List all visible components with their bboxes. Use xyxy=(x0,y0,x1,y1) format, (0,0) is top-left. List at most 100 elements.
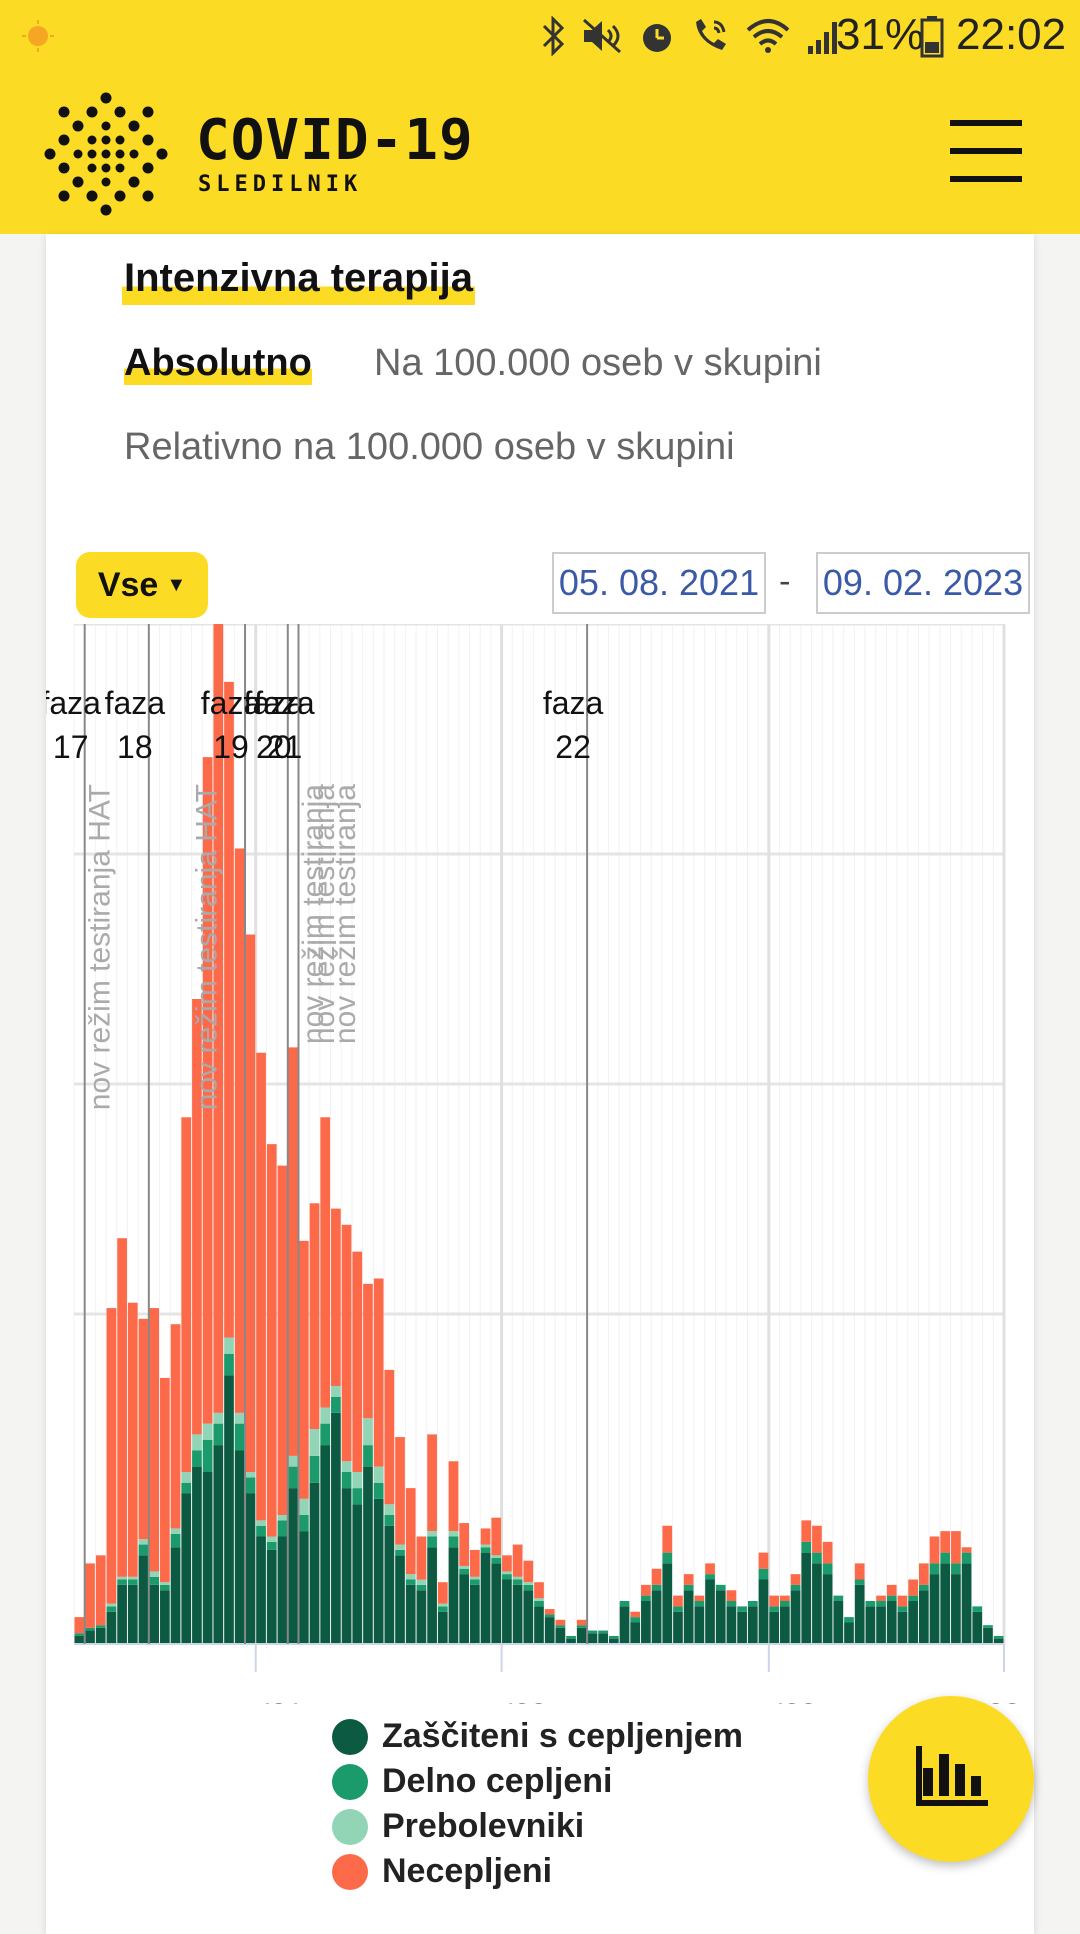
chart-bar-segment xyxy=(737,1606,747,1612)
option-absolute[interactable]: Absolutno xyxy=(124,342,312,385)
chart-bar-segment xyxy=(117,1584,127,1644)
chart-bar-segment xyxy=(769,1611,780,1644)
chart-bar-segment xyxy=(127,1584,138,1644)
chart-bar-segment xyxy=(266,1549,277,1644)
chart-bar-segment xyxy=(459,1568,470,1575)
chart-bar-segment xyxy=(790,1574,801,1585)
chart-bar-segment xyxy=(641,1584,651,1596)
annotation-label: nov režim testiranja HAT xyxy=(83,784,116,1110)
chart-bar-segment xyxy=(683,1590,694,1644)
legend-item[interactable]: Necepljeni xyxy=(332,1849,743,1894)
chart-bar-segment xyxy=(801,1552,812,1644)
legend-item[interactable]: Zaščiteni s cepljenjem xyxy=(332,1714,743,1759)
signal-icon xyxy=(808,22,837,54)
phase-number: 17 xyxy=(53,729,89,765)
chart-bar-segment xyxy=(117,1579,127,1585)
chart-bar-segment xyxy=(480,1547,491,1553)
legend-dot-unvaccinated xyxy=(332,1853,368,1890)
chart-bar-segment xyxy=(758,1579,769,1644)
chart-bar-segment xyxy=(448,1547,459,1644)
chart-bar-segment xyxy=(416,1590,427,1644)
chart-bar-segment xyxy=(865,1606,876,1644)
chart-bar-segment xyxy=(277,1536,288,1644)
status-bar: 31% 22:02 xyxy=(0,0,1080,72)
chart-bar-segment xyxy=(790,1590,801,1644)
chart-bar-segment xyxy=(555,1627,566,1644)
chart-bar-segment xyxy=(95,1625,106,1628)
chart-bar-segment xyxy=(769,1606,780,1612)
chart-bar-segment xyxy=(480,1552,491,1644)
icu-stacked-bar-chart[interactable]: nov '21apr '22sep '22feb '23faza17faza18… xyxy=(46,624,1034,1704)
option-relative-per-100k[interactable]: Relativno na 100.000 oseb v skupini xyxy=(124,426,735,468)
x-tick-label: sep '22 xyxy=(721,1698,817,1704)
chart-bar-segment xyxy=(747,1601,758,1607)
chart-bar-segment xyxy=(170,1324,181,1529)
annotation-label: nov režim testiranja xyxy=(297,784,330,1044)
date-to-input[interactable]: 09. 02. 2023 xyxy=(816,552,1030,614)
chart-bar-segment xyxy=(726,1590,737,1601)
chart-bar-segment xyxy=(961,1547,972,1553)
chart-bar-segment xyxy=(277,1520,288,1537)
chart-bar-segment xyxy=(822,1574,833,1644)
app-title[interactable]: COVID-19 xyxy=(196,108,474,173)
legend-item[interactable]: Delno cepljeni xyxy=(332,1759,743,1804)
logo-dot xyxy=(87,149,97,159)
chart-bar-segment xyxy=(544,1617,555,1644)
chart-bar-segment xyxy=(405,1574,416,1580)
chart-bar-segment xyxy=(459,1574,470,1644)
chart-bar-segment xyxy=(876,1595,886,1601)
chart-bar-segment xyxy=(363,1283,373,1419)
filter-dropdown[interactable]: Vse ▼ xyxy=(76,552,208,618)
logo-icon[interactable] xyxy=(44,92,168,216)
chart-bar-segment xyxy=(897,1606,908,1612)
option-per-100k[interactable]: Na 100.000 oseb v skupini xyxy=(374,342,822,384)
chart-bar-segment xyxy=(854,1579,865,1585)
chart-bar-segment xyxy=(181,1472,192,1483)
hamburger-menu-icon[interactable] xyxy=(950,120,1024,184)
chart-bar-segment xyxy=(651,1568,662,1585)
chart-bar-segment xyxy=(502,1579,512,1644)
chart-bar-segment xyxy=(95,1627,106,1644)
chart-bar-segment xyxy=(694,1595,705,1601)
chart-title[interactable]: Intenzivna terapija xyxy=(122,256,475,305)
logo-dot xyxy=(72,176,84,188)
logo-dot xyxy=(129,149,139,159)
chart-bar-segment xyxy=(363,1466,373,1644)
chart-bar-segment xyxy=(256,1525,266,1537)
chart-selector-fab[interactable] xyxy=(868,1696,1034,1862)
logo-dot xyxy=(101,177,111,187)
chart-bar-segment xyxy=(74,1617,85,1634)
chart-bar-segment xyxy=(470,1584,480,1644)
chart-bar-segment xyxy=(309,1455,320,1483)
chart-bar-segment xyxy=(940,1563,951,1644)
chart-bar-segment xyxy=(181,1493,192,1644)
chart-bar-segment xyxy=(673,1611,683,1644)
chart-bar-segment xyxy=(876,1601,886,1607)
chart-bar-segment xyxy=(373,1482,384,1499)
chart-bar-segment xyxy=(790,1584,801,1591)
legend-item[interactable]: Prebolevniki xyxy=(332,1804,743,1849)
chart-bar-segment xyxy=(491,1555,502,1558)
battery-percentage: 31% xyxy=(836,10,925,59)
chart-bar-segment xyxy=(983,1627,993,1644)
chart-bar-segment xyxy=(598,1630,608,1634)
chart-bar-segment xyxy=(512,1544,523,1577)
chart-bar-segment xyxy=(427,1547,437,1644)
chart-bar-segment xyxy=(85,1563,95,1628)
status-icons xyxy=(540,14,842,58)
chart-bar-segment xyxy=(951,1574,961,1644)
chart-bar-segment xyxy=(160,1582,170,1585)
chart-bar-segment xyxy=(320,1445,331,1644)
chart-bar-segment xyxy=(726,1606,737,1644)
chart-bar-segment xyxy=(780,1595,790,1601)
date-from-input[interactable]: 05. 08. 2021 xyxy=(552,552,766,614)
chart-bar-segment xyxy=(331,1386,341,1397)
logo-dot xyxy=(114,106,126,118)
logo-dot xyxy=(100,204,112,216)
chart-bar-segment xyxy=(951,1563,961,1575)
chart-bar-segment xyxy=(801,1520,812,1542)
chart-bar-segment xyxy=(491,1517,502,1556)
chart-bar-segment xyxy=(929,1536,940,1564)
chart-bar-segment xyxy=(459,1523,470,1567)
chart-bar-segment xyxy=(908,1579,918,1596)
